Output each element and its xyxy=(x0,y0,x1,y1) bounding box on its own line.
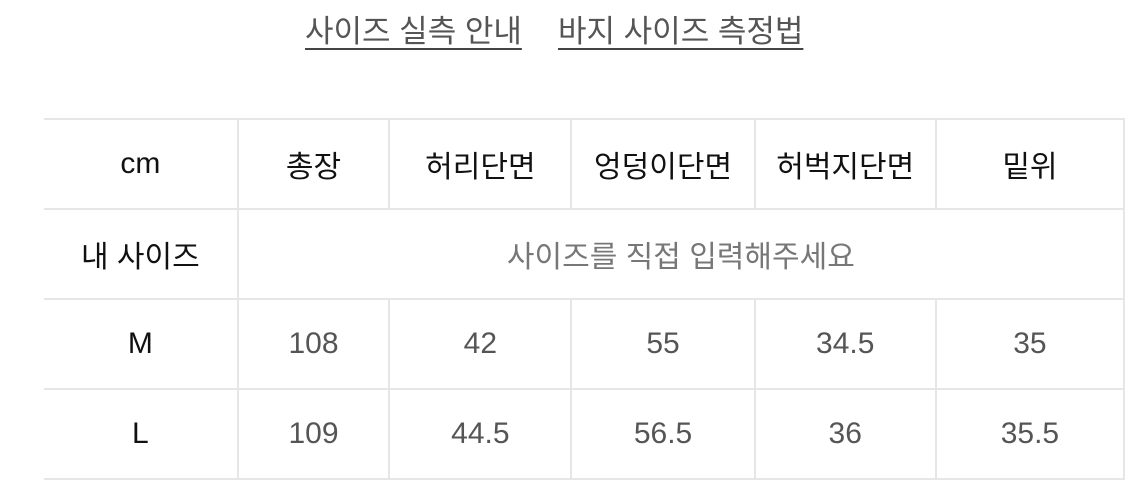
cell: 108 xyxy=(236,298,391,390)
size-guide-links: 사이즈 실측 안내 바지 사이즈 측정법 xyxy=(0,0,1125,60)
size-table: cm 총장 허리단면 엉덩이단면 허벅지단면 밑위 내 사이즈 사이즈를 직접 … xyxy=(44,118,1125,480)
size-label: L xyxy=(44,388,239,480)
header-waist: 허리단면 xyxy=(388,118,573,210)
header-thigh: 허벅지단면 xyxy=(753,118,937,210)
header-total-length: 총장 xyxy=(236,118,391,210)
cell: 56.5 xyxy=(570,388,756,480)
pants-measure-guide-link[interactable]: 바지 사이즈 측정법 xyxy=(558,14,804,49)
cell: 55 xyxy=(570,298,756,390)
size-guide-link[interactable]: 사이즈 실측 안내 xyxy=(305,14,522,49)
header-hip: 엉덩이단면 xyxy=(570,118,756,210)
my-size-label: 내 사이즈 xyxy=(44,208,239,300)
header-unit: cm xyxy=(44,118,239,210)
cell: 34.5 xyxy=(753,298,937,390)
cell: 35 xyxy=(934,298,1125,390)
header-rise: 밑위 xyxy=(934,118,1125,210)
my-size-row: 내 사이즈 사이즈를 직접 입력해주세요 xyxy=(44,208,1125,300)
table-header-row: cm 총장 허리단면 엉덩이단면 허벅지단면 밑위 xyxy=(44,118,1125,210)
my-size-input[interactable]: 사이즈를 직접 입력해주세요 xyxy=(236,208,1125,300)
cell: 109 xyxy=(236,388,391,480)
cell: 35.5 xyxy=(934,388,1125,480)
cell: 36 xyxy=(753,388,937,480)
cell: 44.5 xyxy=(388,388,573,480)
size-label: M xyxy=(44,298,239,390)
table-row: L 109 44.5 56.5 36 35.5 xyxy=(44,388,1125,480)
table-row: M 108 42 55 34.5 35 xyxy=(44,298,1125,390)
cell: 42 xyxy=(388,298,573,390)
